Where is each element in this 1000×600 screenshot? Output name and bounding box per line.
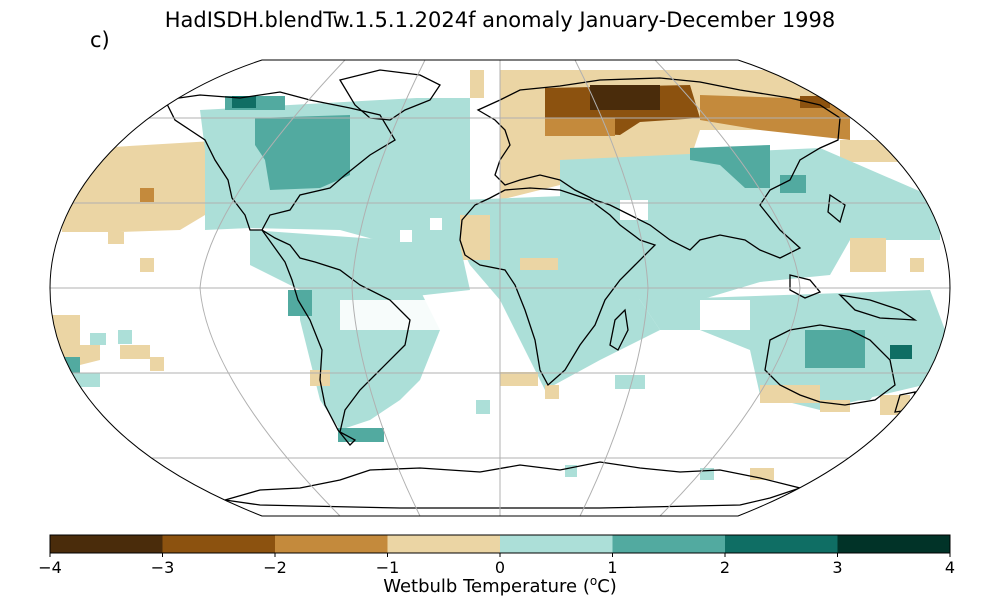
colorbar-tick-label: −1: [375, 558, 400, 577]
graticule: [50, 60, 950, 516]
colorbar-segment: [725, 535, 838, 553]
colorbar-tick-label: 0: [494, 558, 506, 577]
anomaly-cells: [52, 70, 945, 480]
map-body: [50, 60, 950, 516]
colorbar-tick-label: 2: [719, 558, 731, 577]
colorbar-segment: [387, 535, 501, 553]
colorbar-tick-label: −4: [38, 558, 62, 577]
colorbar-tick-label: −3: [150, 558, 175, 577]
colorbar-segment: [50, 535, 163, 553]
colorbar-segment: [162, 535, 276, 553]
colorbar-tick-label: −2: [263, 558, 287, 577]
colorbar-segment: [275, 535, 388, 553]
globe-outline: [49, 59, 951, 517]
colorbar-tick-label: 3: [832, 558, 843, 577]
colorbar-label: Wetbulb Temperature (oC): [383, 574, 617, 597]
panel-label: c): [90, 28, 110, 52]
colorbar: [49, 534, 951, 557]
colorbar-segment: [612, 535, 726, 553]
colorbar-segment: [500, 535, 613, 553]
colorbar-segment: [837, 535, 951, 553]
colorbar-tick-label: 4: [944, 558, 956, 577]
colorbar-tick-label: 1: [607, 558, 618, 577]
map-title: HadISDH.blendTw.1.5.1.2024f anomaly Janu…: [164, 8, 836, 32]
